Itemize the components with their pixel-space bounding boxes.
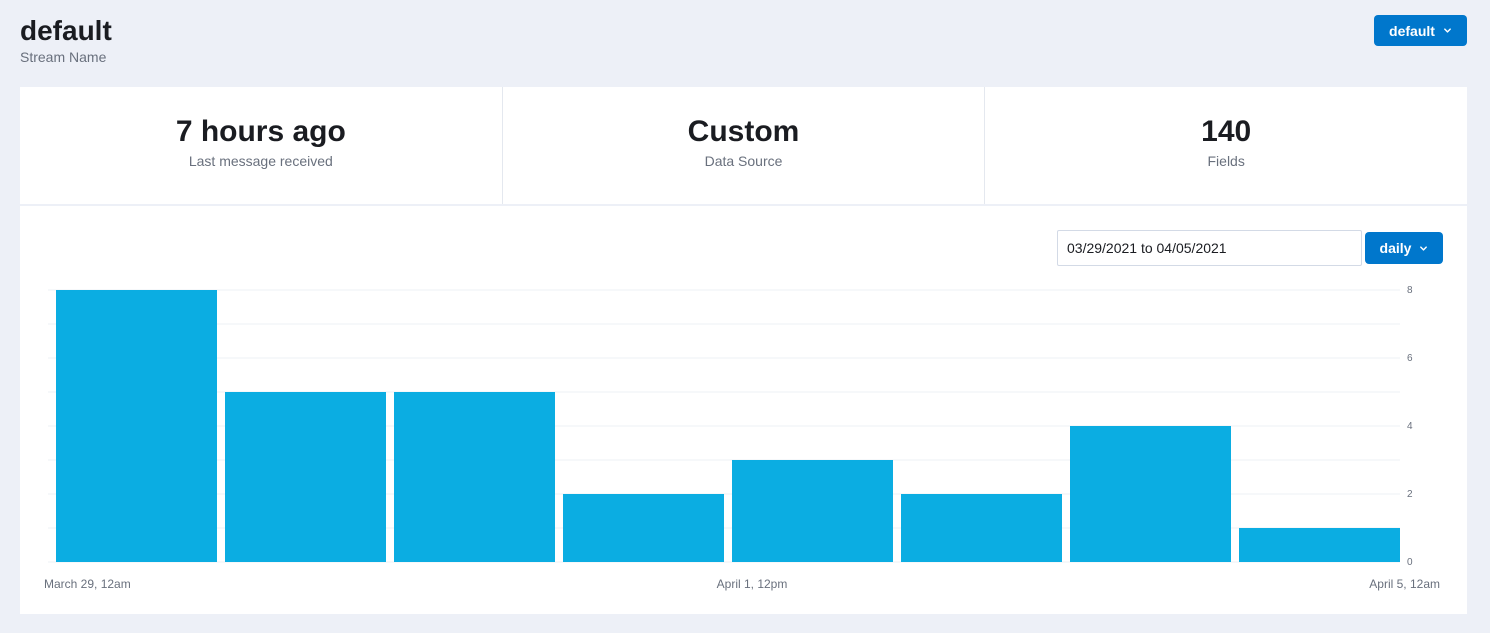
bar-chart: 0 2 4 6 8 March 29, 12am April 1, 12pm April 5,… [44,285,1440,591]
chart-panel: 0 2 4 6 8 March 29, 12am April 1, 12pm April 5,… [20,206,1467,614]
stat-label: Data Source [704,152,783,169]
x-tick-label: April 5, 12am [1369,577,1440,591]
stream-select-label: default [1389,22,1435,39]
header: default Stream Name [20,14,112,65]
stat-value: Custom [687,114,800,148]
y-tick-label: 4 [1407,421,1413,432]
x-tick-label: April 1, 12pm [717,577,788,591]
stream-select-button[interactable]: default [1374,15,1467,46]
chart-bar[interactable] [732,460,893,562]
stat-label: Fields [1207,152,1245,169]
stat-value: 140 [1201,114,1252,148]
stat-value: 7 hours ago [175,114,346,148]
page-subtitle: Stream Name [20,49,107,65]
chart-bar[interactable] [901,494,1062,562]
y-tick-label: 6 [1407,353,1413,364]
interval-label: daily [1379,240,1412,256]
stat-data-source: Custom Data Source [503,87,986,204]
chart-bar[interactable] [225,392,386,562]
chevron-down-icon [1444,28,1451,33]
x-tick-label: March 29, 12am [44,577,131,591]
y-tick-label: 2 [1407,489,1413,500]
stats-panel: 7 hours ago Last message received Custom… [20,87,1467,204]
stat-last-message: 7 hours ago Last message received [20,87,503,204]
chart-bar[interactable] [1239,528,1400,562]
date-range-input[interactable] [1057,230,1362,266]
interval-select-button[interactable]: daily [1365,232,1443,264]
chart-bar[interactable] [56,290,217,562]
chart-bar[interactable] [394,392,555,562]
stat-label: Last message received [188,152,333,169]
y-tick-label: 0 [1407,557,1413,568]
stat-fields: 140 Fields [985,87,1467,204]
y-tick-label: 8 [1407,285,1413,296]
chart-bar[interactable] [1070,426,1231,562]
chevron-down-icon [1420,245,1428,251]
page-title: default [20,15,112,46]
chart-bar[interactable] [563,494,724,562]
